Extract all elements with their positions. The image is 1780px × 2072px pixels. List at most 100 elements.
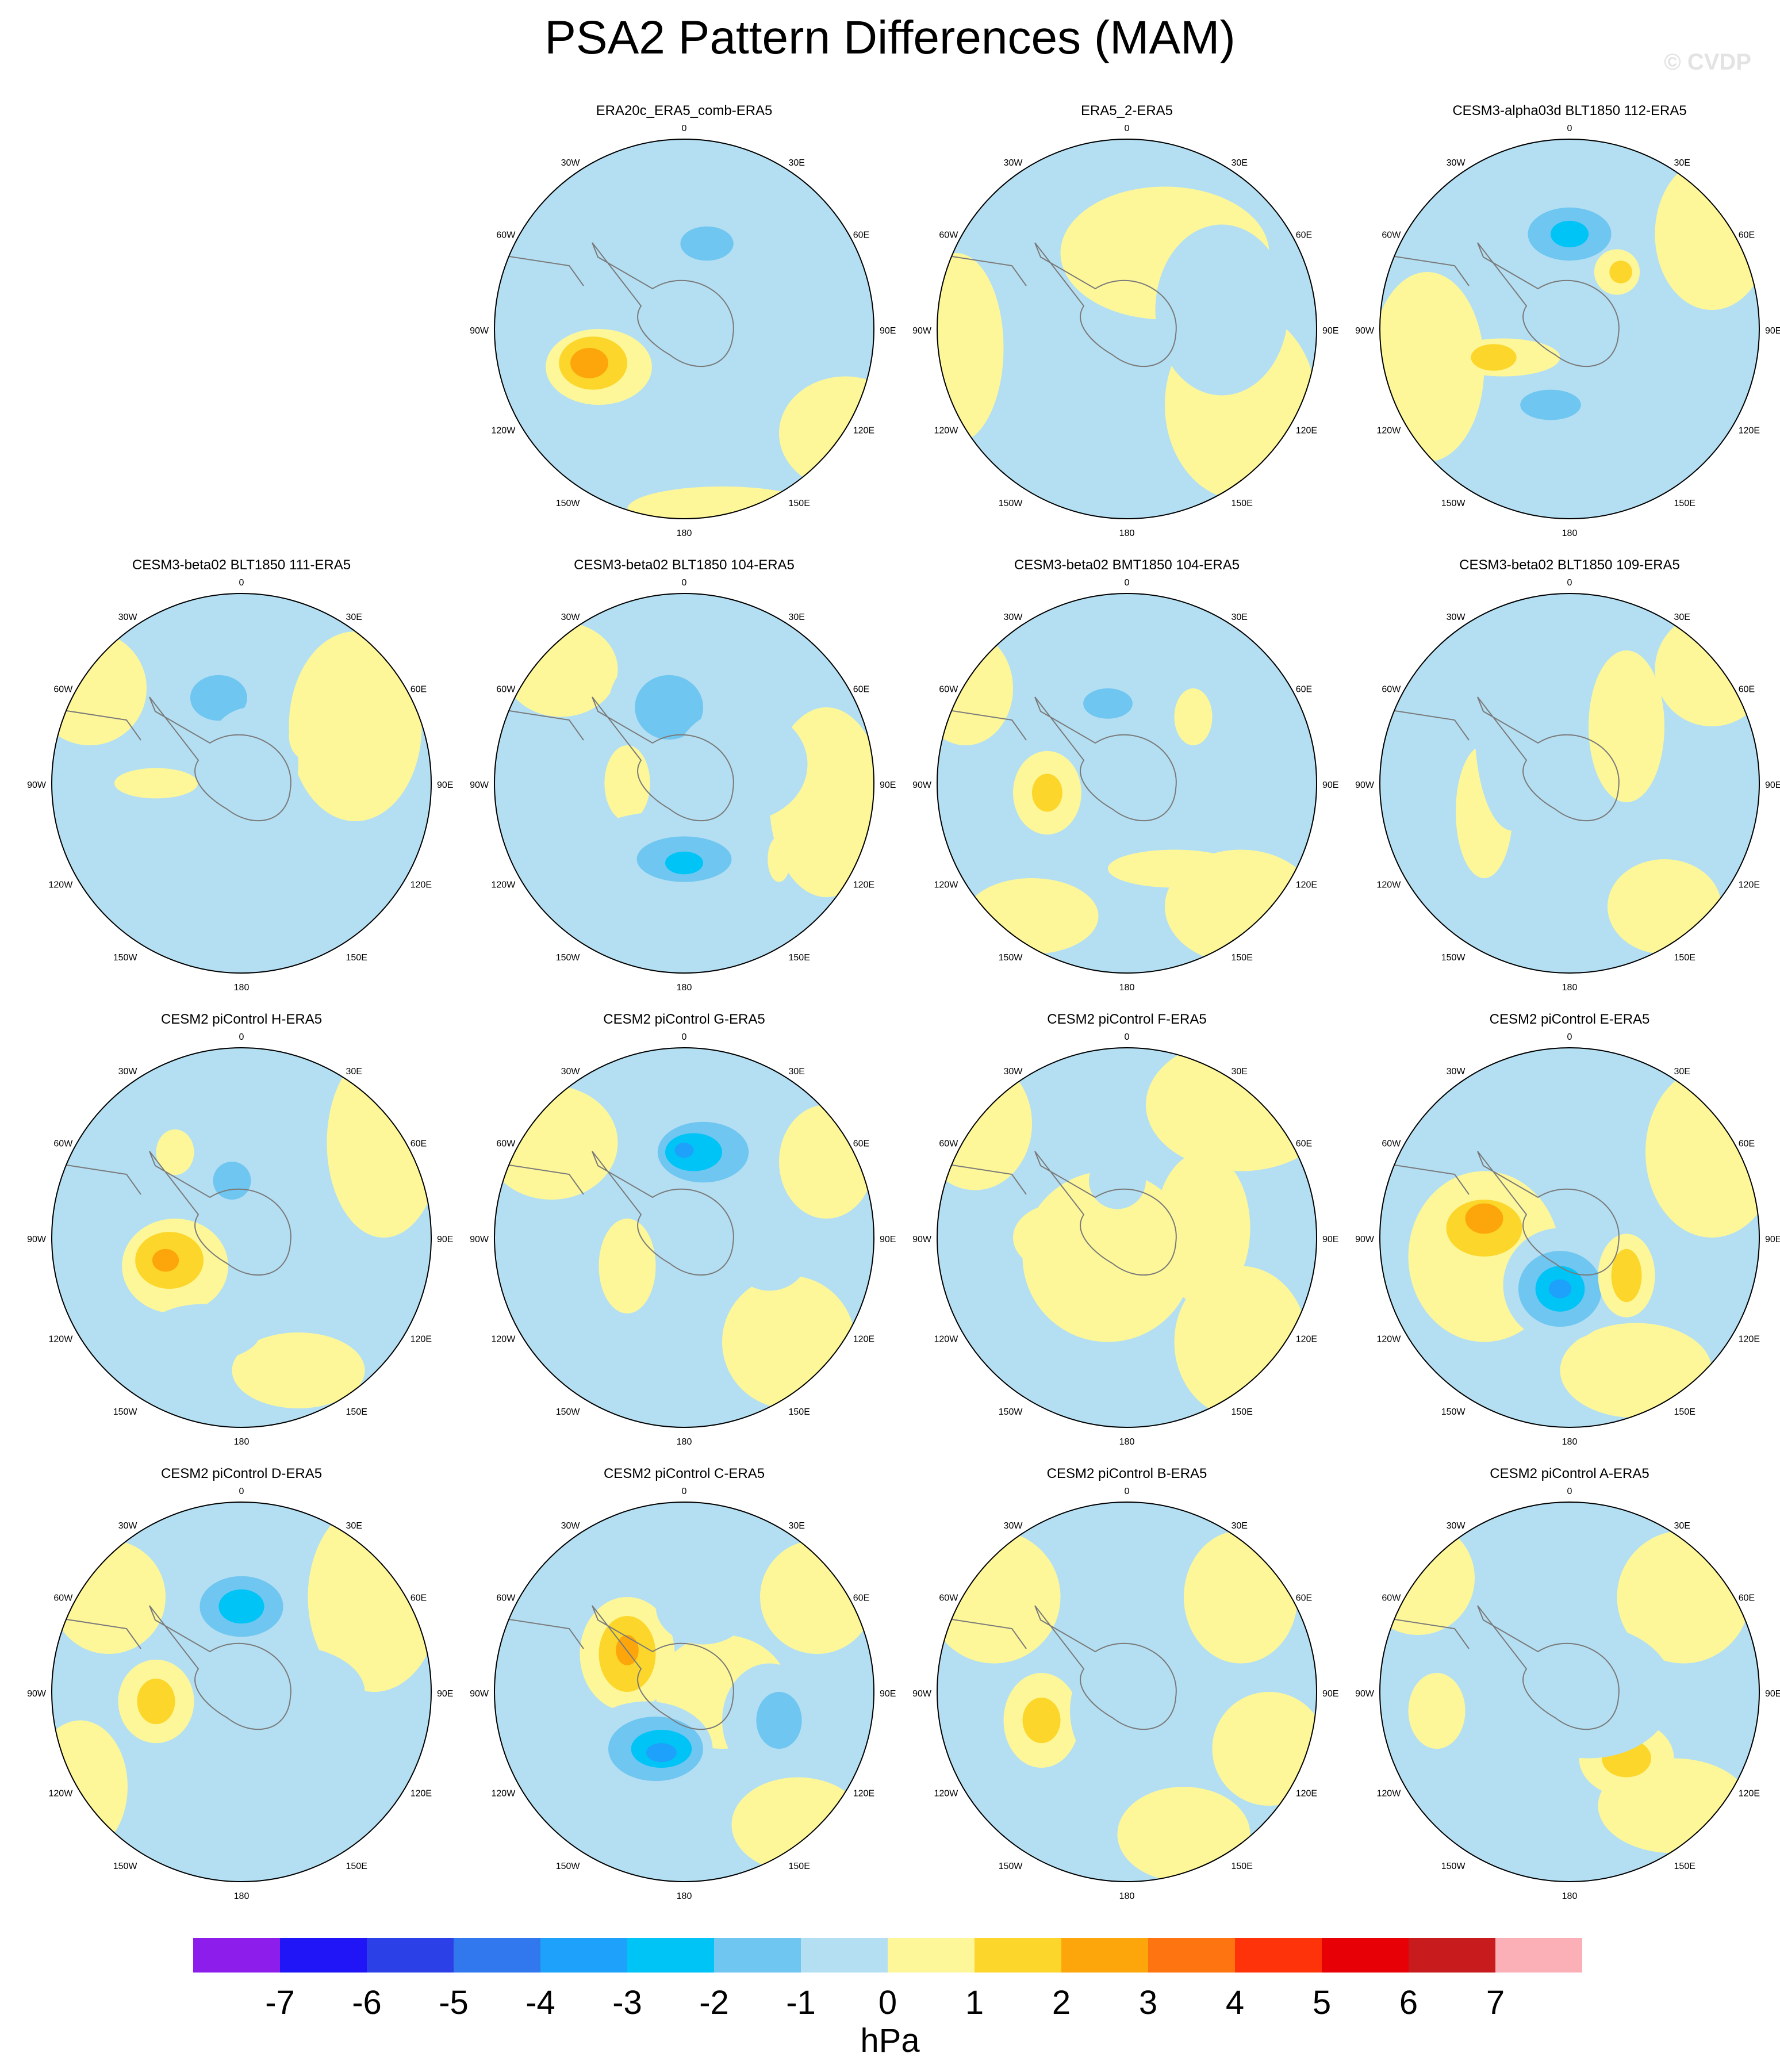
polar-map: 0 180 90W 90E 30W 30E 60W 60E 120W 120E 150W 150E xyxy=(912,578,1338,993)
positive-anomaly xyxy=(289,711,327,761)
longitude-label: 30W xyxy=(1447,158,1466,168)
longitude-label: 90W xyxy=(912,780,932,790)
colorbar-swatch xyxy=(1148,1938,1235,1973)
map-border xyxy=(937,593,1317,974)
longitude-label: 30E xyxy=(789,1067,805,1077)
longitude-label: 150E xyxy=(789,1407,810,1417)
colorbar-swatch xyxy=(714,1938,801,1973)
longitude-label: 90W xyxy=(912,1235,932,1244)
south-america-coastline xyxy=(1380,254,1470,286)
colorbar-swatch xyxy=(280,1938,367,1973)
longitude-label: 90W xyxy=(470,1235,489,1244)
map-border xyxy=(937,1047,1317,1428)
antarctica-coastline xyxy=(1034,242,1177,367)
longitude-label: 30E xyxy=(1674,1521,1690,1531)
polar-map: 0 180 90W 90E 30W 30E 60W 60E 120W 120E 150W 150E xyxy=(1355,578,1780,993)
longitude-label: 120W xyxy=(49,1789,74,1799)
longitude-label: 30W xyxy=(118,612,138,622)
longitude-label: 0 xyxy=(1125,578,1130,588)
longitude-label: 180 xyxy=(1562,1891,1578,1901)
longitude-label: 30W xyxy=(561,1067,581,1077)
longitude-label: 60E xyxy=(1739,685,1755,695)
negative-anomaly xyxy=(1636,306,1693,390)
south-america-coastline xyxy=(1380,1162,1470,1195)
antarctica-coastline xyxy=(592,1605,734,1730)
longitude-label: 180 xyxy=(1562,983,1578,993)
negative-anomaly xyxy=(731,1222,808,1291)
longitude-label: 90W xyxy=(27,780,47,790)
longitude-label: 180 xyxy=(234,1891,250,1901)
longitude-label: 120W xyxy=(934,1789,959,1799)
longitude-label: 90W xyxy=(27,1235,47,1244)
polar-map: 0 180 90W 90E 30W 30E 60W 60E 120W 120E 150W 150E xyxy=(470,1487,896,1901)
longitude-label: 150W xyxy=(556,499,581,508)
longitude-label: 30E xyxy=(789,1521,805,1531)
map-border xyxy=(494,593,874,974)
longitude-label: 120W xyxy=(492,426,516,436)
longitude-label: 0 xyxy=(239,1487,244,1496)
antarctica-coastline xyxy=(1034,1605,1177,1730)
map-panel: CESM3-beta02 BLT1850 111-ERA5 0 180 90W 90E 3… xyxy=(23,557,460,1011)
longitude-label: 180 xyxy=(1562,1437,1578,1447)
longitude-label: 30E xyxy=(1232,158,1248,168)
longitude-label: 30W xyxy=(561,612,581,622)
longitude-label: 150W xyxy=(113,1862,138,1871)
longitude-label: 150W xyxy=(999,1407,1023,1417)
colorbar-swatch xyxy=(1409,1938,1495,1973)
negative-anomaly xyxy=(674,707,808,821)
south-america-coastline xyxy=(937,1162,1027,1195)
longitude-label: 150E xyxy=(1674,1862,1695,1871)
longitude-label: 120W xyxy=(492,1335,516,1345)
longitude-label: 60W xyxy=(1382,1139,1401,1149)
negative-anomaly xyxy=(674,1219,751,1294)
panel-title: CESM3-beta02 BLT1850 111-ERA5 xyxy=(132,557,351,573)
longitude-label: 60W xyxy=(1382,231,1401,240)
colorbar-tick-label: 5 xyxy=(1312,1984,1332,2021)
positive-anomaly xyxy=(1155,1152,1250,1304)
colorbar-swatch xyxy=(975,1938,1061,1973)
page-title: PSA2 Pattern Differences (MAM) xyxy=(544,12,1236,64)
colorbar-swatch xyxy=(367,1938,454,1973)
polar-map: 0 180 90W 90E 30W 30E 60W 60E 120W 120E 150W 150E xyxy=(27,1487,453,1901)
longitude-label: 60E xyxy=(1296,1139,1312,1149)
colorbar-tick-label: -5 xyxy=(439,1984,469,2021)
negative-anomaly xyxy=(665,1133,722,1171)
antarctica-coastline xyxy=(1477,1605,1620,1730)
longitude-label: 30W xyxy=(1447,1521,1466,1531)
longitude-label: 0 xyxy=(1567,578,1572,588)
positive-anomaly xyxy=(768,836,791,882)
antarctica-coastline xyxy=(1034,696,1177,822)
polar-map: 0 180 90W 90E 30W 30E 60W 60E 120W 120E 150W 150E xyxy=(470,1032,896,1447)
longitude-label: 180 xyxy=(677,1437,692,1447)
longitude-label: 150W xyxy=(1441,1862,1466,1871)
map-panel: ERA5_2-ERA5 0 180 90W 90E 30W 30E 60W 60E 120W 120… xyxy=(908,102,1345,557)
colorbar-tick-label: 6 xyxy=(1399,1984,1418,2021)
polar-map: 0 180 90W 90E 30W 30E 60W 60E 120W 120E 150W 150E xyxy=(1355,1032,1780,1447)
longitude-label: 90W xyxy=(27,1689,47,1699)
longitude-label: 30W xyxy=(561,1521,581,1531)
positive-region xyxy=(731,1777,865,1872)
longitude-label: 120W xyxy=(934,1335,959,1345)
positive-region xyxy=(722,1276,855,1408)
negative-anomaly xyxy=(646,1743,677,1763)
negative-anomaly xyxy=(635,675,703,740)
longitude-label: 60E xyxy=(1739,1594,1755,1603)
longitude-label: 180 xyxy=(1119,1891,1135,1901)
colorbar-tick-label: 3 xyxy=(1138,1984,1158,2021)
positive-region xyxy=(504,622,618,717)
colorbar-swatch xyxy=(454,1938,540,1973)
longitude-label: 60E xyxy=(853,231,869,240)
polar-map: 0 180 90W 90E 30W 30E 60W 60E 120W 120E 150W 150E xyxy=(27,578,453,993)
longitude-label: 30E xyxy=(789,158,805,168)
map-panel: CESM3-beta02 BLT1850 104-ERA5 0 180 90W 90E 3… xyxy=(466,557,903,1011)
panel-title: CESM2 piControl E-ERA5 xyxy=(1489,1012,1650,1027)
map-border xyxy=(494,1047,874,1428)
positive-region xyxy=(1645,1067,1759,1238)
colorbar-tick-label: 4 xyxy=(1225,1984,1245,2021)
south-america-coastline xyxy=(937,708,1027,741)
panel-title: ERA20c_ERA5_comb-ERA5 xyxy=(596,103,773,118)
map-border xyxy=(937,1502,1317,1882)
longitude-label: 0 xyxy=(1125,124,1130,133)
map-panel: CESM3-alpha03d BLT1850 112-ERA5 0 180 90W 90… xyxy=(1351,102,1780,557)
watermark: © CVDP xyxy=(1664,49,1751,75)
